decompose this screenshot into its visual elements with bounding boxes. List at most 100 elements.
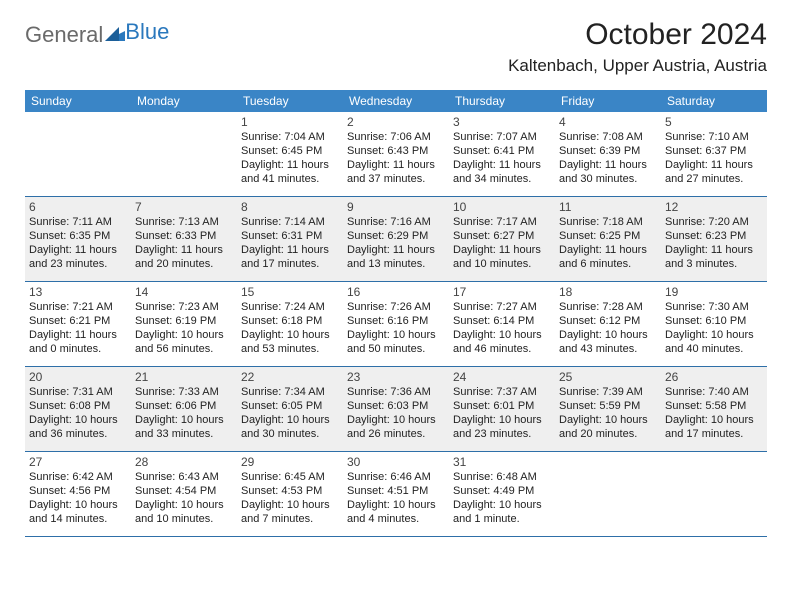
info-line: and 10 minutes. [135,512,233,526]
week-row: 27Sunrise: 6:42 AMSunset: 4:56 PMDayligh… [25,452,767,537]
info-line: Sunrise: 7:28 AM [559,300,657,314]
info-line: Daylight: 10 hours [241,498,339,512]
info-line: Sunset: 4:51 PM [347,484,445,498]
info-line: Sunrise: 7:14 AM [241,215,339,229]
logo: General Blue [25,18,169,48]
info-line: Sunset: 6:18 PM [241,314,339,328]
day-number: 13 [29,285,127,299]
info-line: Sunset: 4:53 PM [241,484,339,498]
day-cell: 29Sunrise: 6:45 AMSunset: 4:53 PMDayligh… [237,452,343,536]
info-line: Sunset: 4:56 PM [29,484,127,498]
day-number: 31 [453,455,551,469]
day-info: Sunrise: 6:46 AMSunset: 4:51 PMDaylight:… [347,470,445,526]
day-info: Sunrise: 6:42 AMSunset: 4:56 PMDaylight:… [29,470,127,526]
day-number: 4 [559,115,657,129]
day-number: 15 [241,285,339,299]
info-line: and 17 minutes. [665,427,763,441]
empty-cell [661,452,767,536]
info-line: and 46 minutes. [453,342,551,356]
info-line: Daylight: 10 hours [29,498,127,512]
day-number: 23 [347,370,445,384]
info-line: Daylight: 11 hours [453,243,551,257]
day-number: 2 [347,115,445,129]
calendar-page: General Blue October 2024 Kaltenbach, Up… [0,0,792,537]
info-line: Sunrise: 6:45 AM [241,470,339,484]
info-line: Daylight: 10 hours [347,328,445,342]
info-line: Sunset: 6:37 PM [665,144,763,158]
info-line: and 4 minutes. [347,512,445,526]
week-row: 1Sunrise: 7:04 AMSunset: 6:45 PMDaylight… [25,112,767,197]
info-line: Sunset: 6:01 PM [453,399,551,413]
info-line: Sunrise: 7:27 AM [453,300,551,314]
empty-cell [555,452,661,536]
info-line: and 1 minute. [453,512,551,526]
info-line: Sunrise: 7:17 AM [453,215,551,229]
info-line: and 7 minutes. [241,512,339,526]
day-cell: 11Sunrise: 7:18 AMSunset: 6:25 PMDayligh… [555,197,661,281]
day-info: Sunrise: 7:31 AMSunset: 6:08 PMDaylight:… [29,385,127,441]
info-line: Daylight: 10 hours [241,413,339,427]
day-number: 8 [241,200,339,214]
info-line: Daylight: 11 hours [347,243,445,257]
info-line: Sunrise: 6:48 AM [453,470,551,484]
day-number: 9 [347,200,445,214]
day-info: Sunrise: 7:20 AMSunset: 6:23 PMDaylight:… [665,215,763,271]
info-line: and 20 minutes. [559,427,657,441]
info-line: Sunset: 6:08 PM [29,399,127,413]
location: Kaltenbach, Upper Austria, Austria [508,56,767,76]
day-number: 17 [453,285,551,299]
day-number: 14 [135,285,233,299]
logo-text-general: General [25,22,103,48]
info-line: Sunset: 6:39 PM [559,144,657,158]
info-line: Sunrise: 6:46 AM [347,470,445,484]
day-number: 7 [135,200,233,214]
info-line: Sunset: 6:23 PM [665,229,763,243]
day-cell: 20Sunrise: 7:31 AMSunset: 6:08 PMDayligh… [25,367,131,451]
day-info: Sunrise: 7:18 AMSunset: 6:25 PMDaylight:… [559,215,657,271]
day-info: Sunrise: 7:14 AMSunset: 6:31 PMDaylight:… [241,215,339,271]
info-line: Daylight: 11 hours [665,158,763,172]
day-cell: 2Sunrise: 7:06 AMSunset: 6:43 PMDaylight… [343,112,449,196]
info-line: and 43 minutes. [559,342,657,356]
info-line: Daylight: 10 hours [665,413,763,427]
day-info: Sunrise: 7:21 AMSunset: 6:21 PMDaylight:… [29,300,127,356]
logo-text-blue: Blue [125,19,169,44]
day-cell: 12Sunrise: 7:20 AMSunset: 6:23 PMDayligh… [661,197,767,281]
weekday-header: Saturday [661,90,767,112]
day-cell: 18Sunrise: 7:28 AMSunset: 6:12 PMDayligh… [555,282,661,366]
info-line: Sunrise: 7:07 AM [453,130,551,144]
info-line: Sunset: 6:35 PM [29,229,127,243]
info-line: Sunrise: 7:04 AM [241,130,339,144]
info-line: Sunset: 6:12 PM [559,314,657,328]
info-line: Daylight: 10 hours [347,413,445,427]
day-number: 22 [241,370,339,384]
info-line: Daylight: 10 hours [453,413,551,427]
info-line: Sunrise: 7:40 AM [665,385,763,399]
info-line: Daylight: 10 hours [135,328,233,342]
day-cell: 21Sunrise: 7:33 AMSunset: 6:06 PMDayligh… [131,367,237,451]
day-cell: 9Sunrise: 7:16 AMSunset: 6:29 PMDaylight… [343,197,449,281]
day-cell: 28Sunrise: 6:43 AMSunset: 4:54 PMDayligh… [131,452,237,536]
weekday-header: Friday [555,90,661,112]
info-line: and 6 minutes. [559,257,657,271]
info-line: Sunset: 6:41 PM [453,144,551,158]
day-info: Sunrise: 7:30 AMSunset: 6:10 PMDaylight:… [665,300,763,356]
info-line: Sunset: 5:58 PM [665,399,763,413]
info-line: Daylight: 11 hours [559,158,657,172]
day-cell: 6Sunrise: 7:11 AMSunset: 6:35 PMDaylight… [25,197,131,281]
day-cell: 26Sunrise: 7:40 AMSunset: 5:58 PMDayligh… [661,367,767,451]
info-line: Daylight: 11 hours [347,158,445,172]
info-line: Sunrise: 7:36 AM [347,385,445,399]
day-info: Sunrise: 7:34 AMSunset: 6:05 PMDaylight:… [241,385,339,441]
info-line: Sunset: 6:05 PM [241,399,339,413]
day-number: 11 [559,200,657,214]
header: General Blue October 2024 Kaltenbach, Up… [25,18,767,76]
info-line: Daylight: 11 hours [453,158,551,172]
day-number: 30 [347,455,445,469]
info-line: Sunrise: 7:24 AM [241,300,339,314]
info-line: Daylight: 10 hours [559,328,657,342]
day-number: 18 [559,285,657,299]
info-line: Sunrise: 7:16 AM [347,215,445,229]
info-line: and 30 minutes. [559,172,657,186]
day-cell: 16Sunrise: 7:26 AMSunset: 6:16 PMDayligh… [343,282,449,366]
